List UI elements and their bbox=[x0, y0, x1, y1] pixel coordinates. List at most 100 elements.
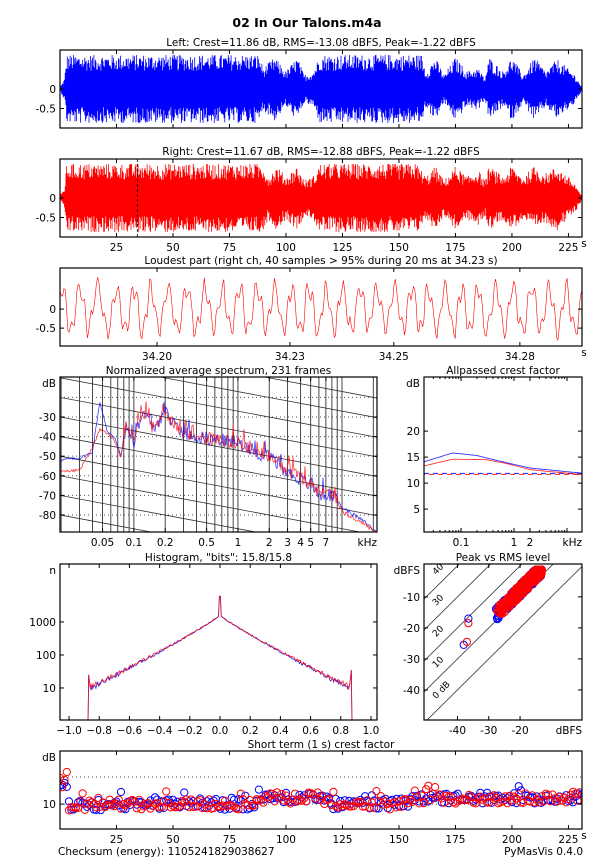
peak-rms-point-right bbox=[527, 578, 536, 587]
peak-rms-point-right bbox=[504, 594, 514, 603]
pink-noise-reference-line bbox=[60, 377, 377, 438]
y-tick-label: 10 bbox=[407, 478, 420, 490]
short-term-crest-point-right bbox=[135, 795, 144, 804]
y-unit-label: dB bbox=[42, 752, 56, 764]
crest-reference-line bbox=[424, 564, 492, 631]
peak-rms-point-right bbox=[534, 569, 543, 578]
y-tick-label: -30 bbox=[39, 412, 56, 424]
x-unit-label: dBFS bbox=[556, 725, 583, 737]
x-tick-label: 1.0 bbox=[363, 725, 380, 737]
pink-noise-reference-line bbox=[60, 455, 377, 517]
short-term-crest-point-right bbox=[329, 787, 338, 797]
short-term-crest-point-right bbox=[279, 796, 288, 805]
short-term-crest-point-right bbox=[114, 795, 123, 804]
x-tick-label: 175 bbox=[445, 242, 465, 254]
x-tick-label: -20 bbox=[511, 725, 528, 737]
short-term-crest-point-right bbox=[498, 797, 507, 806]
allpassed-crest-axes-frame bbox=[423, 376, 583, 533]
x-tick-label: 1 bbox=[511, 537, 518, 549]
peak-rms-point-right bbox=[519, 579, 529, 588]
crest-line-label: 30 bbox=[431, 593, 446, 608]
loudest-part-title: Loudest part (right ch, 40 samples > 95%… bbox=[144, 255, 497, 267]
crest-reference-line bbox=[426, 565, 582, 720]
x-tick-label: 100 bbox=[276, 834, 296, 846]
short-term-crest-point-right bbox=[401, 795, 410, 804]
histogram-panel bbox=[59, 563, 378, 721]
peak-vs-rms-axes-frame bbox=[423, 563, 583, 721]
right-waveform-title: Right: Crest=11.67 dB, RMS=-12.88 dBFS, … bbox=[162, 146, 480, 158]
y-tick-label: -80 bbox=[39, 510, 56, 522]
y-tick-label: -30 bbox=[403, 654, 420, 666]
y-tick-label: 100 bbox=[36, 650, 56, 662]
y-unit-label: dBFS bbox=[394, 565, 421, 577]
y-tick-label: 20 bbox=[407, 426, 420, 438]
loudest-part-plot-area bbox=[60, 277, 582, 342]
x-tick-label: 34.28 bbox=[505, 351, 535, 363]
short-term-crest-point-right bbox=[370, 803, 379, 813]
crest-reference-line bbox=[424, 564, 523, 662]
figure-title: 02 In Our Talons.m4a bbox=[232, 15, 381, 30]
short-term-crest-point-left bbox=[234, 795, 243, 804]
short-term-crest-title: Short term (1 s) crest factor bbox=[248, 739, 395, 751]
short-term-crest-point-right bbox=[196, 796, 205, 805]
y-tick-label: 15 bbox=[407, 452, 420, 464]
short-term-crest-point-right bbox=[60, 783, 67, 792]
short-term-crest-point-right bbox=[162, 787, 171, 796]
short-term-crest-point-right bbox=[164, 798, 173, 807]
crest-line-label: 10 bbox=[431, 655, 446, 670]
histogram-plot-area bbox=[87, 595, 353, 720]
spectrum-panel bbox=[59, 376, 378, 533]
y-tick-label: -60 bbox=[39, 471, 56, 483]
x-tick-label: 0.1 bbox=[126, 537, 143, 549]
x-tick-label: -40 bbox=[449, 725, 466, 737]
crest-reference-line bbox=[424, 564, 460, 600]
pink-noise-reference-line bbox=[158, 377, 377, 419]
short-term-crest-point-right bbox=[489, 791, 498, 800]
short-term-crest-point-left bbox=[121, 805, 130, 814]
short-term-crest-point-left bbox=[168, 795, 178, 805]
short-term-crest-plot-area bbox=[60, 767, 582, 815]
short-term-crest-point-right bbox=[417, 791, 426, 800]
x-tick-label: −0.4 bbox=[147, 725, 173, 737]
y-tick-label: 0 bbox=[49, 304, 56, 316]
left-waveform-title: Left: Crest=11.86 dB, RMS=-13.08 dBFS, P… bbox=[166, 37, 476, 49]
short-term-crest-point-right bbox=[234, 805, 243, 814]
short-term-crest-point-right bbox=[397, 802, 406, 812]
pink-noise-reference-line bbox=[60, 396, 377, 458]
short-term-crest-point-right bbox=[431, 783, 440, 792]
short-term-crest-point-right bbox=[460, 795, 469, 805]
short-term-crest-point-left bbox=[198, 798, 207, 807]
short-term-crest-point-right bbox=[94, 793, 103, 803]
peak-vs-rms-title: Peak vs RMS level bbox=[456, 552, 551, 564]
pink-noise-reference-line bbox=[60, 514, 154, 532]
short-term-crest-point-right bbox=[175, 802, 184, 811]
short-term-crest-point-right bbox=[505, 791, 514, 800]
short-term-crest-point-right bbox=[182, 795, 191, 804]
y-tick-label: -10 bbox=[403, 592, 420, 604]
short-term-crest-point-right bbox=[268, 789, 277, 799]
short-term-crest-point-right bbox=[487, 792, 496, 801]
short-term-crest-panel bbox=[59, 750, 583, 830]
x-tick-label: 34.23 bbox=[275, 351, 305, 363]
x-tick-label: 0.05 bbox=[91, 537, 114, 549]
x-tick-label: 100 bbox=[276, 242, 296, 254]
short-term-crest-point-right bbox=[485, 798, 494, 807]
short-term-crest-point-right bbox=[433, 792, 442, 802]
right-waveform-plot-area bbox=[60, 159, 582, 237]
short-term-crest-point-right bbox=[553, 797, 562, 806]
short-term-crest-point-right bbox=[577, 791, 582, 800]
x-tick-label: 175 bbox=[445, 834, 465, 846]
short-term-crest-point-left bbox=[322, 792, 331, 801]
loudest-part-signal bbox=[60, 277, 582, 342]
short-term-crest-point-right bbox=[471, 799, 480, 808]
x-tick-label: 200 bbox=[502, 242, 522, 254]
short-term-crest-point-right bbox=[503, 799, 512, 808]
peak-rms-point-right bbox=[533, 565, 542, 574]
right-waveform-panel bbox=[59, 158, 583, 238]
short-term-crest-point-right bbox=[464, 790, 474, 800]
x-tick-label: 0.4 bbox=[272, 725, 289, 737]
y-tick-label: 0 bbox=[49, 84, 56, 96]
x-tick-label: 225 bbox=[558, 834, 578, 846]
spectrum-plot-area bbox=[60, 377, 377, 532]
